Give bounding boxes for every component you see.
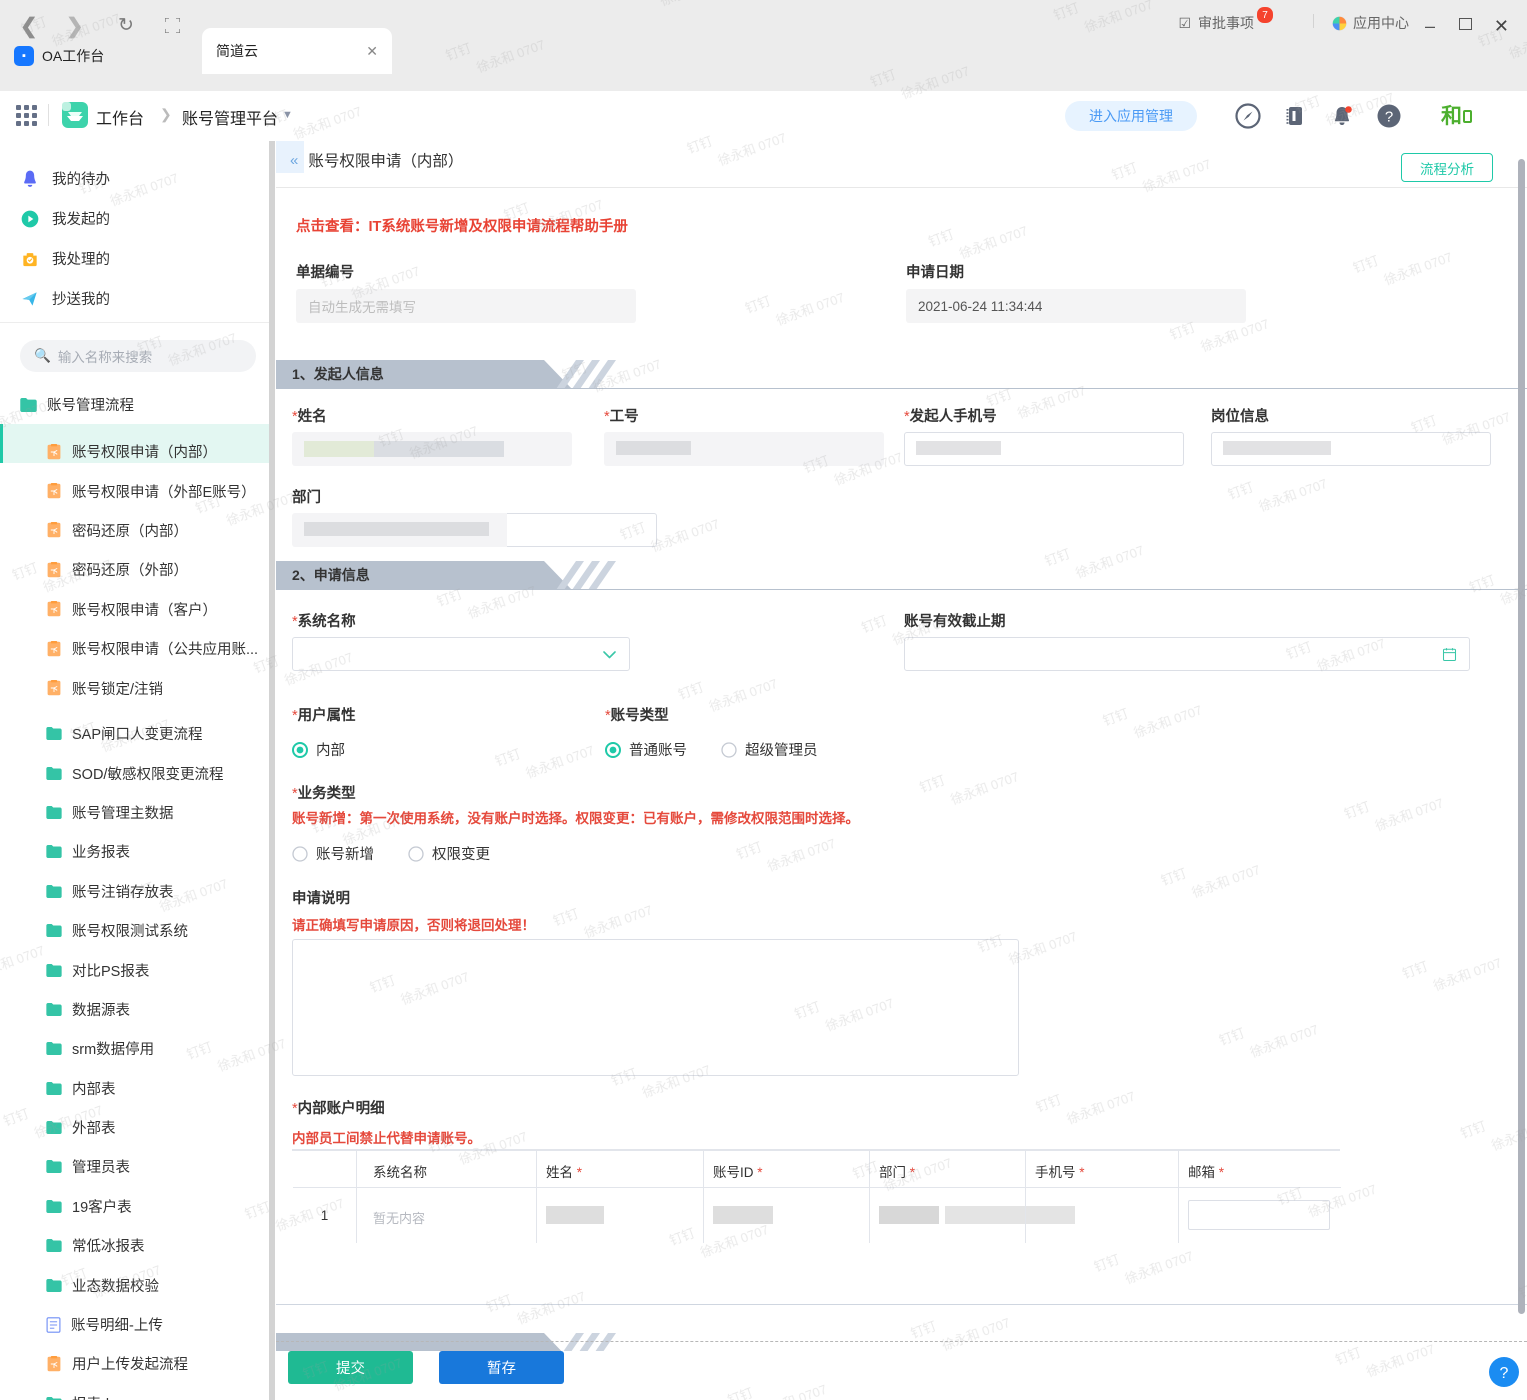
svg-text:2、申请信息: 2、申请信息 (292, 567, 370, 583)
svg-text:?: ? (1500, 1365, 1509, 1382)
svg-text:?: ? (1385, 109, 1393, 126)
svg-text:1、发起人信息: 1、发起人信息 (292, 366, 384, 382)
